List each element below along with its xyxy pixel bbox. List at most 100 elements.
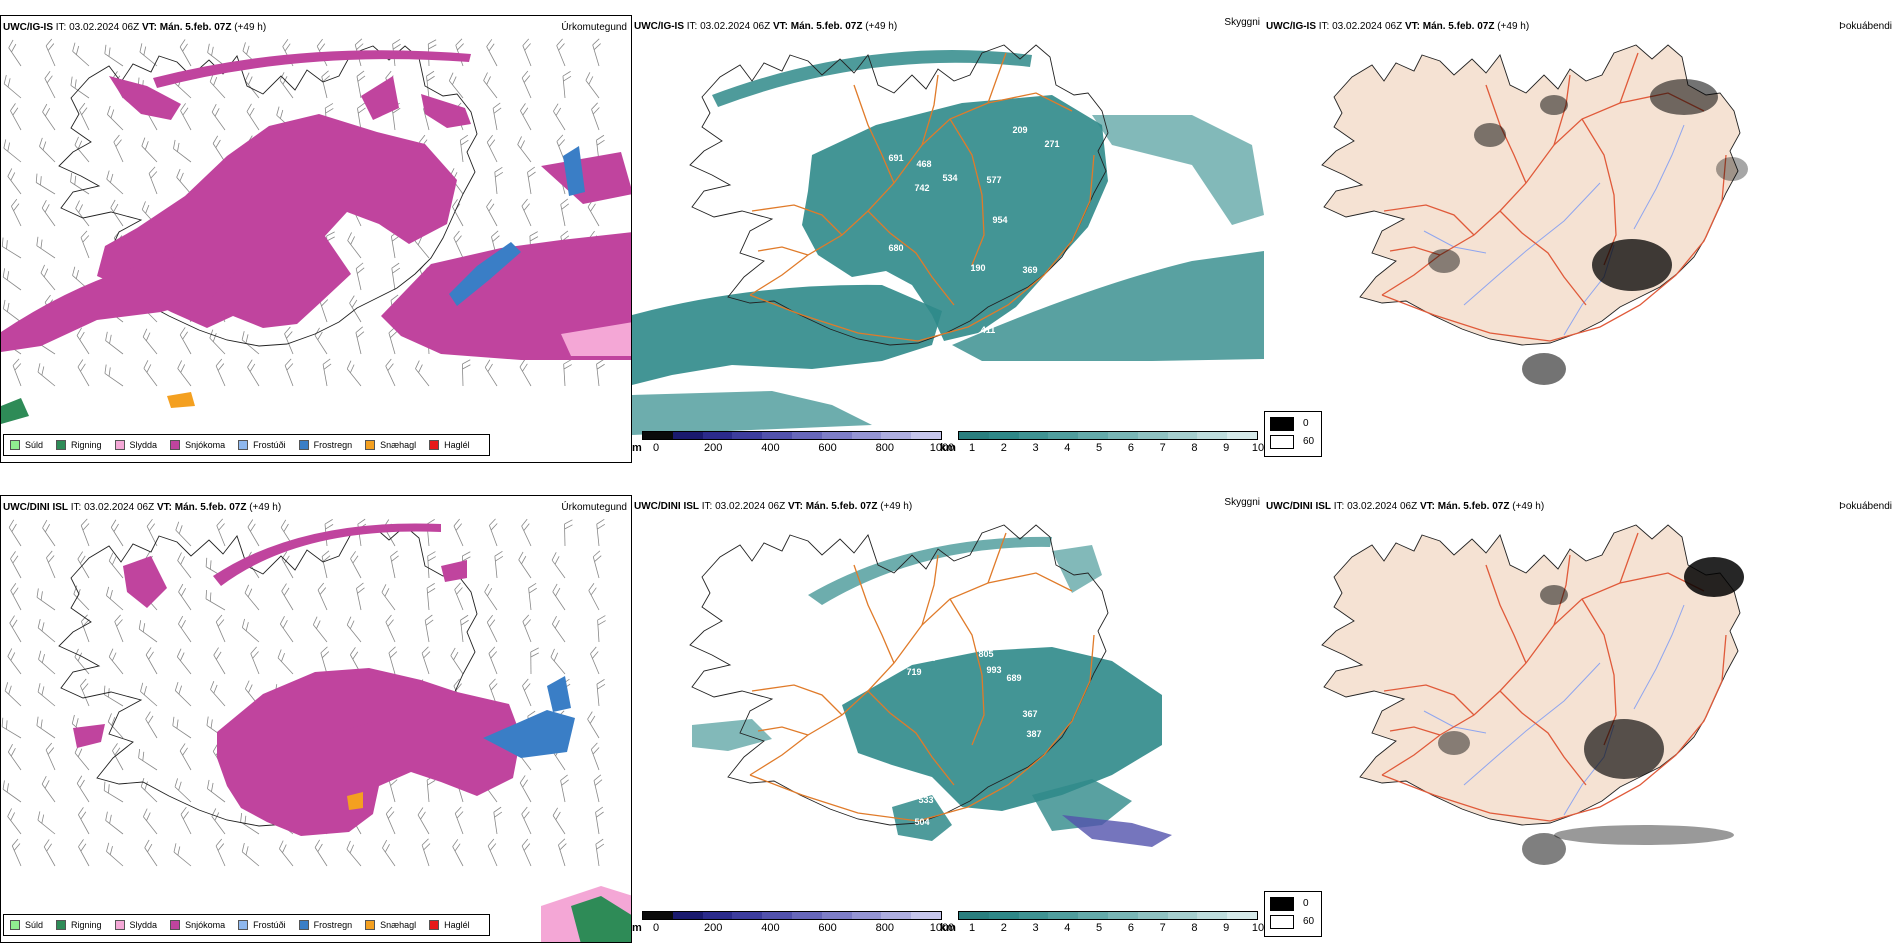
low-visibility-area (692, 719, 772, 751)
road (1389, 726, 1441, 736)
legend-label: Slydda (129, 920, 158, 930)
legend-label: Súld (25, 920, 44, 930)
scale-tick: 2 (1000, 922, 1007, 934)
scale-swatch (762, 432, 792, 439)
scale-tick: 2 (1000, 442, 1007, 454)
visibility-value-label: 190 (970, 263, 985, 273)
scale-tick: 5 (1096, 922, 1103, 934)
low-visibility-area (952, 251, 1264, 361)
legend-label: Frostúði (253, 440, 286, 450)
graupel-area (347, 792, 363, 810)
fog-areas (1438, 557, 1744, 865)
precip-map-ig (1, 38, 631, 424)
road (1619, 52, 1639, 104)
scale-tick: 3 (1032, 442, 1039, 454)
scale-tick: 8 (1191, 442, 1198, 454)
legend-item: Súld (10, 440, 43, 450)
road (987, 532, 1007, 584)
visibility-value-label: 993 (986, 665, 1001, 675)
snow-area (361, 76, 399, 120)
legend-swatch (56, 440, 67, 450)
scale-swatch (851, 912, 882, 919)
scale-swatch (881, 432, 912, 439)
scale-tick: 9 (1223, 922, 1230, 934)
scale-swatch (702, 432, 733, 439)
road (867, 210, 955, 306)
road (949, 598, 985, 746)
scale-tick: 200 (704, 442, 723, 454)
scale-swatch (643, 432, 673, 439)
legend-label: Rigning (71, 440, 102, 450)
snow-area (441, 560, 467, 582)
low-visibility-area (802, 95, 1108, 341)
legend-swatch (10, 920, 20, 930)
scale-swatch (821, 912, 852, 919)
panel-type-label: Úrkomutegund (561, 22, 627, 33)
scale-tick: 1 (968, 442, 976, 454)
river-network (1423, 604, 1685, 816)
legend-label: Frostúði (253, 920, 286, 930)
scale-tick: 0 (652, 922, 660, 934)
low-visibility-area (632, 391, 872, 435)
legend-item: Rigning (56, 440, 102, 450)
visibility-value-label: 848 (1152, 399, 1167, 409)
legend-label: Haglél (444, 440, 470, 450)
scale-unit: m (632, 442, 642, 454)
legend-item: Snæhagl (365, 440, 416, 450)
low-visibility-area (1032, 779, 1132, 831)
visibility-value-label: 624 (920, 653, 935, 663)
legend-swatch (365, 440, 376, 450)
graupel-area (167, 392, 195, 408)
scale-tick: 4 (1064, 922, 1071, 934)
road (853, 564, 895, 664)
panel-type-label: Þokuábendi (1839, 21, 1892, 32)
legend-label: Snjókoma (185, 920, 226, 930)
freezing-rain-area (547, 676, 571, 712)
snow-area (73, 724, 105, 748)
legend-item: Frostregn (298, 920, 352, 930)
road (1619, 532, 1639, 584)
road (1381, 154, 1727, 342)
legend-item: Frostúði (238, 920, 286, 930)
scale-ticks: 0 200 400 600 800 1000 (642, 922, 954, 936)
fog-area (1592, 239, 1672, 291)
legend-label: Haglél (444, 920, 470, 930)
panel-type-label: Þokuábendi (1839, 501, 1892, 512)
scale-swatch (732, 912, 763, 919)
low-visibility-area (1062, 815, 1172, 847)
scale-swatch (1197, 432, 1228, 439)
road (749, 634, 1095, 822)
legend-item: Frostúði (238, 440, 286, 450)
scale-swatch (1018, 432, 1049, 439)
fog-panel-dini: UWC/DINI ISL IT: 03.02.2024 06Z VT: Mán.… (1264, 495, 1896, 943)
visibility-value-label: 691 (888, 153, 903, 163)
visibility-value-label: 411 (981, 325, 996, 335)
river (1633, 124, 1685, 230)
fog-scale-swatch (1270, 435, 1294, 449)
visibility-map-ig: 691 468 534 742 209 271 577 954 680 190 369 411 315 5… (632, 44, 1264, 435)
panel-type-label: Skyggni (1224, 497, 1260, 508)
legend-label: Snjókoma (185, 440, 226, 450)
panel-title: UWC/DINI ISL IT: 03.02.2024 06Z VT: Mán.… (3, 502, 282, 513)
precip-legend: Súld Rigning Slydda Snjókoma Frostúði Frostre… (3, 434, 490, 456)
fog-map-dini (1321, 524, 1744, 865)
fog-areas (1428, 79, 1748, 385)
road (757, 246, 809, 256)
freezing-rain-area (449, 242, 521, 306)
scale-swatch (672, 912, 703, 919)
legend-swatch (238, 440, 249, 450)
road (1553, 554, 1571, 626)
scale-tick: 400 (761, 922, 780, 934)
scale-swatch (851, 432, 882, 439)
visibility-value-label: 954 (992, 215, 1007, 225)
legend-swatch (298, 440, 309, 450)
river (1633, 604, 1685, 710)
legend-item: Rigning (56, 920, 102, 930)
scale-swatch (911, 912, 941, 919)
low-visibility-area (892, 795, 952, 841)
precip-panel-ig: UWC/IG-IS IT: 03.02.2024 06Z VT: Mán. 5.… (0, 15, 632, 463)
legend-swatch (10, 440, 20, 450)
scale-tick: 1000 (929, 442, 955, 454)
visibility-map-dini: 196 624 719 805 993 689 367 387 533 504 601 195 418 (689, 524, 1172, 881)
legend-swatch (170, 440, 181, 450)
